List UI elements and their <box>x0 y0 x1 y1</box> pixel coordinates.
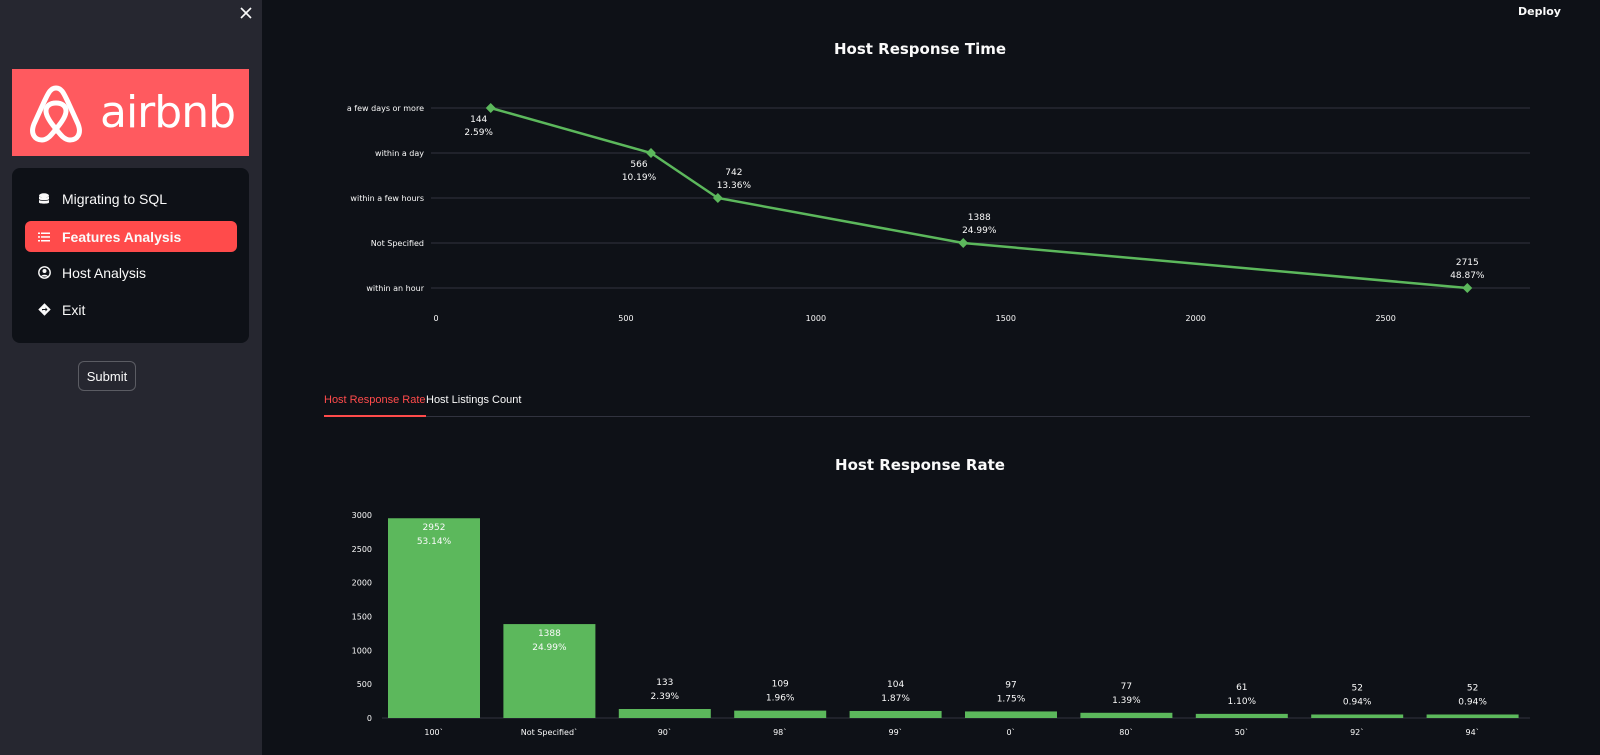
data-label-value: 2952 <box>423 523 446 533</box>
data-label-value: 109 <box>772 680 789 690</box>
exit-sign-icon <box>37 303 51 316</box>
y-tick-label: 0 <box>367 714 372 723</box>
data-label-value: 1388 <box>968 213 991 223</box>
data-label-percent: 53.14% <box>417 537 452 547</box>
data-label-percent: 0.94% <box>1458 697 1487 707</box>
data-label-percent: 2.59% <box>464 128 493 138</box>
data-label-value: 97 <box>1005 680 1016 690</box>
y-tick-label: 1000 <box>352 646 372 655</box>
sidebar: airbnb Migrating to SQL Features Analysi… <box>0 0 262 755</box>
y-tick-label: 1500 <box>352 613 372 622</box>
y-tick-label: a few days or more <box>347 104 424 113</box>
x-tick-label: 80` <box>1119 727 1133 737</box>
host-response-rate-chart: 0 500 1000 1500 2000 2500 3000 2952 53.14% 100` 13… <box>262 495 1600 755</box>
bar <box>388 518 480 718</box>
bar-chart-title: Host Response Rate <box>720 456 1120 474</box>
close-icon <box>240 7 252 19</box>
bar <box>1196 714 1288 718</box>
option-menu: Migrating to SQL Features Analysis Host … <box>12 168 249 343</box>
data-label-percent: 24.99% <box>532 643 567 653</box>
submit-button[interactable]: Submit <box>78 361 136 391</box>
menu-item-label: Exit <box>62 302 85 318</box>
data-label-percent: 1.10% <box>1228 697 1257 707</box>
data-label-value: 52 <box>1351 683 1362 693</box>
y-tick-label: 3000 <box>352 511 372 520</box>
data-label-value: 1388 <box>538 629 561 639</box>
data-label-value: 144 <box>470 115 487 125</box>
data-label-value: 104 <box>887 680 904 690</box>
data-label-value: 77 <box>1121 682 1132 692</box>
x-tick-label: 50` <box>1235 727 1249 737</box>
data-label-percent: 13.36% <box>717 181 752 191</box>
y-tick-label: within a few hours <box>350 194 424 203</box>
list-icon <box>37 232 51 242</box>
data-label-value: 566 <box>630 160 647 170</box>
x-tick-label: 1000 <box>806 314 826 323</box>
data-label-value: 61 <box>1236 683 1247 693</box>
data-label-value: 52 <box>1467 683 1478 693</box>
line-chart-title: Host Response Time <box>720 40 1120 58</box>
menu-item-features-analysis[interactable]: Features Analysis <box>25 221 237 252</box>
airbnb-logo: airbnb <box>12 69 249 156</box>
data-label-percent: 10.19% <box>622 173 657 183</box>
data-point <box>958 238 968 248</box>
menu-item-host-analysis[interactable]: Host Analysis <box>25 257 237 288</box>
menu-item-label: Features Analysis <box>62 229 181 245</box>
data-label-percent: 1.75% <box>997 694 1026 704</box>
data-point <box>486 103 496 113</box>
bar <box>965 711 1057 718</box>
x-tick-label: 99` <box>889 727 903 737</box>
x-tick-label: 90` <box>658 727 672 737</box>
y-tick-label: within an hour <box>366 284 424 293</box>
data-label-value: 133 <box>656 678 673 688</box>
data-label-value: 2715 <box>1456 258 1479 268</box>
x-tick-label: 1500 <box>996 314 1016 323</box>
menu-item-migrating-to-sql[interactable]: Migrating to SQL <box>25 183 237 214</box>
data-label-value: 742 <box>725 168 742 178</box>
x-tick-label: 100` <box>424 727 443 737</box>
bar <box>619 709 711 718</box>
tab-bar: Host Response Rate Host Listings Count <box>324 393 1530 417</box>
user-circle-icon <box>37 266 51 279</box>
y-tick-label: 500 <box>357 680 372 689</box>
x-tick-label: 0 <box>433 314 438 323</box>
x-tick-label: 0` <box>1006 727 1015 737</box>
menu-item-exit[interactable]: Exit <box>25 294 237 325</box>
bar <box>734 711 826 718</box>
y-tick-label: within a day <box>375 149 424 158</box>
y-tick-label: 2000 <box>352 579 372 588</box>
menu-item-label: Host Analysis <box>62 265 146 281</box>
x-tick-label: 98` <box>773 727 787 737</box>
x-tick-label: 94` <box>1466 727 1480 737</box>
logo-text: airbnb <box>100 87 235 138</box>
data-label-percent: 1.87% <box>881 694 910 704</box>
bar <box>1311 714 1403 718</box>
x-tick-label: 500 <box>618 314 633 323</box>
menu-item-label: Migrating to SQL <box>62 191 167 207</box>
data-label-percent: 1.39% <box>1112 696 1141 706</box>
data-label-percent: 1.96% <box>766 694 795 704</box>
x-tick-label: 2000 <box>1186 314 1206 323</box>
y-tick-label: Not Specified <box>371 239 424 248</box>
tab-host-listings-count[interactable]: Host Listings Count <box>426 393 521 415</box>
data-label-percent: 0.94% <box>1343 697 1372 707</box>
x-tick-label: 2500 <box>1375 314 1395 323</box>
data-label-percent: 24.99% <box>962 226 997 236</box>
airbnb-belo-icon <box>26 82 86 144</box>
data-point <box>1462 283 1472 293</box>
bar <box>850 711 942 718</box>
database-icon <box>37 193 51 205</box>
x-tick-label: Not Specified` <box>521 727 578 737</box>
deploy-button[interactable]: Deploy <box>1518 5 1561 18</box>
bar <box>1427 714 1519 718</box>
y-tick-label: 2500 <box>352 545 372 554</box>
close-sidebar-button[interactable] <box>236 4 256 24</box>
tab-host-response-rate[interactable]: Host Response Rate <box>324 393 426 417</box>
bar <box>1080 713 1172 718</box>
x-tick-label: 92` <box>1350 727 1364 737</box>
data-label-percent: 2.39% <box>651 692 680 702</box>
host-response-time-chart: a few days or more within a day within a f… <box>262 80 1600 340</box>
data-label-percent: 48.87% <box>1450 271 1485 281</box>
